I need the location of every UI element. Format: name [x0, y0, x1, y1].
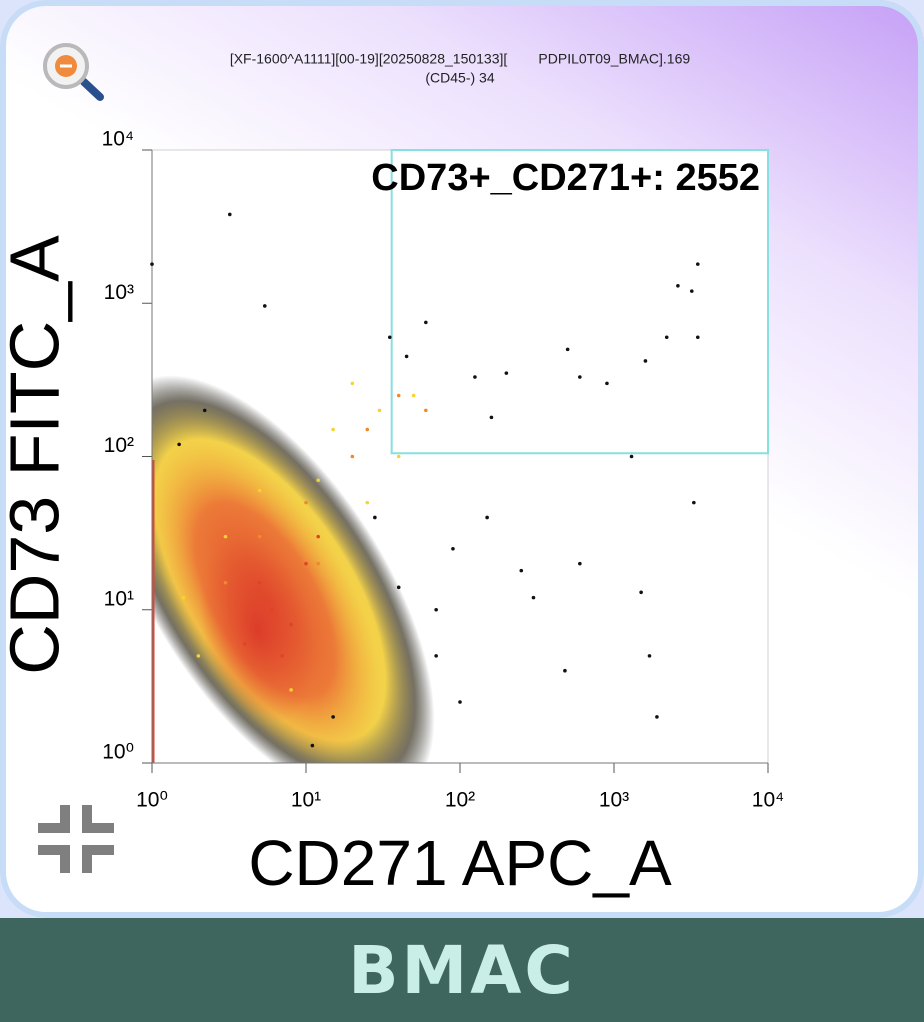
point — [695, 262, 700, 266]
point — [387, 335, 392, 340]
point — [257, 534, 262, 539]
point — [181, 595, 186, 600]
point — [316, 478, 320, 483]
chart-title: [XF-1600^A1111][00-19][20250828_150133][… — [230, 51, 691, 67]
point — [316, 561, 320, 566]
point — [289, 688, 293, 692]
point — [150, 262, 154, 266]
point — [280, 654, 284, 658]
point — [639, 590, 643, 595]
point — [196, 654, 201, 658]
point — [223, 580, 228, 585]
point — [396, 585, 401, 590]
point — [692, 500, 696, 505]
plot-card: [XF-1600^A1111][00-19][20250828_150133][… — [0, 0, 924, 918]
point — [310, 743, 315, 748]
point — [676, 283, 680, 288]
point — [262, 304, 267, 308]
chart-subtitle: (CD45-) 34 — [425, 70, 494, 86]
point — [605, 381, 609, 386]
y-tick-label: 10³ — [104, 281, 134, 304]
point — [485, 515, 489, 520]
point — [304, 500, 308, 505]
point — [531, 595, 536, 600]
point — [695, 335, 700, 340]
point — [578, 375, 582, 379]
point — [304, 561, 308, 566]
point — [434, 607, 438, 612]
gate — [390, 149, 769, 455]
point — [331, 427, 335, 432]
collapse-icon[interactable] — [38, 805, 114, 873]
density-cloud — [152, 375, 435, 763]
point — [504, 371, 509, 375]
chart: [XF-1600^A1111][00-19][20250828_150133][… — [0, 43, 784, 899]
point — [365, 500, 370, 505]
point — [373, 515, 377, 520]
footer-band: BMAC — [0, 918, 924, 1022]
point — [643, 359, 648, 363]
point — [647, 654, 652, 658]
point — [489, 415, 494, 420]
x-tick-label: 10¹ — [291, 789, 321, 812]
point — [655, 715, 659, 719]
point — [396, 393, 401, 398]
point — [689, 289, 694, 293]
point — [434, 654, 438, 658]
point — [289, 622, 293, 627]
x-tick-label: 10⁴ — [752, 789, 784, 812]
x-tick-label: 10³ — [599, 789, 629, 812]
point — [473, 375, 477, 379]
point — [270, 607, 274, 612]
point — [242, 641, 247, 646]
point — [519, 568, 524, 573]
point — [451, 546, 455, 551]
point — [377, 408, 382, 413]
y-tick-label: 10⁰ — [102, 741, 134, 764]
point — [424, 408, 428, 413]
point — [365, 427, 370, 432]
point — [424, 320, 428, 325]
zoom-out-icon[interactable] — [43, 43, 104, 101]
point — [316, 534, 320, 539]
point — [396, 454, 401, 459]
y-tick-label: 10² — [104, 434, 134, 457]
point — [350, 454, 355, 459]
point — [565, 347, 570, 352]
point — [578, 561, 582, 566]
x-tick-label: 10⁰ — [136, 789, 168, 812]
y-tick-label: 10⁴ — [102, 128, 134, 151]
y-axis-label: CD73 FITC_A — [0, 235, 73, 675]
point — [257, 488, 262, 493]
point — [331, 715, 335, 719]
x-tick-label: 10² — [445, 789, 475, 812]
gate-label: CD73+_CD271+: 2552 — [371, 157, 760, 199]
point — [177, 442, 181, 447]
point — [629, 454, 634, 459]
x-axis-label: CD271 APC_A — [248, 827, 672, 899]
footer-label: BMAC — [348, 931, 576, 1009]
point — [458, 700, 462, 704]
point — [411, 393, 416, 398]
y-tick-label: 10¹ — [104, 587, 134, 610]
point — [664, 335, 669, 340]
point — [404, 354, 409, 359]
point — [227, 212, 232, 217]
point — [350, 381, 355, 386]
point — [257, 580, 262, 585]
point — [223, 534, 228, 539]
point — [563, 668, 567, 673]
point — [202, 408, 207, 413]
